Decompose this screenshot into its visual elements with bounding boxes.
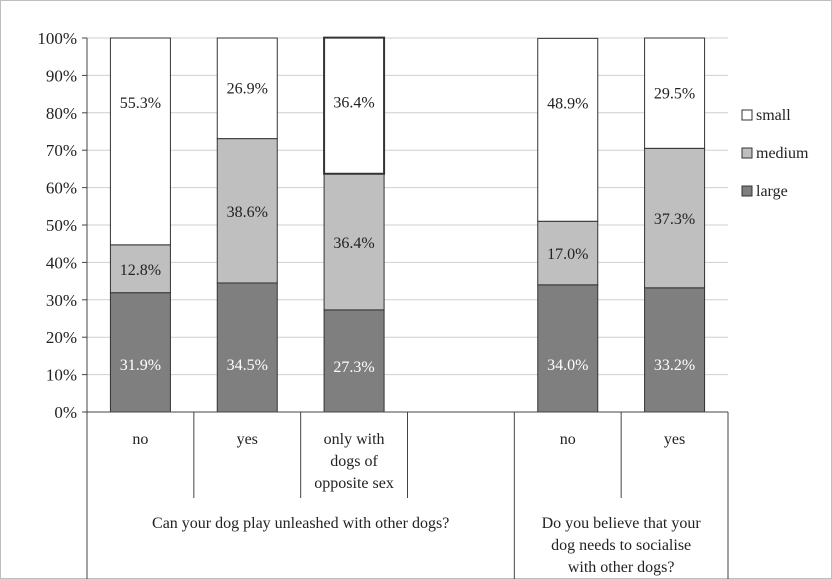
data-label-large: 31.9% xyxy=(120,357,161,374)
bar-segment-large xyxy=(537,284,599,413)
bar-segment-medium xyxy=(323,173,385,311)
group-label: Can your dog play unleashed with other d… xyxy=(152,515,449,532)
bar-segment-large xyxy=(216,282,278,413)
data-label-small: 26.9% xyxy=(227,80,268,97)
y-tick-label: 50% xyxy=(46,216,77,235)
category-label: no xyxy=(132,431,148,448)
data-label-large: 33.2% xyxy=(654,357,695,374)
legend-swatch-small xyxy=(741,109,753,121)
gridlines xyxy=(87,37,728,376)
category-labels: no yes only with dogs of opposite sex no yes Ca… xyxy=(132,431,701,576)
group-label: Do you believe that your xyxy=(542,515,702,532)
bar-segment-medium xyxy=(109,244,171,294)
category-label: yes xyxy=(237,431,258,448)
data-label-medium: 12.8% xyxy=(120,262,161,279)
y-tick-label: 80% xyxy=(46,104,77,123)
bar-segment-large xyxy=(644,287,706,413)
y-tick-label: 100% xyxy=(37,29,77,48)
data-label-large: 27.3% xyxy=(333,359,374,376)
bar-segment-large xyxy=(109,292,171,413)
legend-swatch-large xyxy=(741,185,753,197)
legend: small medium large xyxy=(741,107,809,200)
group-label: dog needs to socialise xyxy=(551,537,691,554)
data-label-medium: 37.3% xyxy=(654,211,695,228)
legend-label-medium: medium xyxy=(756,145,809,162)
bar-segment-medium xyxy=(537,220,599,286)
legend-label-small: small xyxy=(756,107,791,124)
group-label: with other dogs? xyxy=(568,559,675,576)
data-label-large: 34.5% xyxy=(227,357,268,374)
data-label-small: 55.3% xyxy=(120,95,161,112)
bar-segment-small xyxy=(323,36,386,175)
y-tick-label: 20% xyxy=(46,328,77,347)
data-label-medium: 17.0% xyxy=(547,246,588,263)
bar-segment-small xyxy=(109,37,171,246)
legend-swatch-medium xyxy=(741,147,753,159)
data-labels: 31.9% 12.8% 55.3% 34.5% 38.6% 26.9% 27.3% 36.4%… xyxy=(120,80,695,376)
data-label-medium: 36.4% xyxy=(333,235,374,252)
bar-segment-small xyxy=(644,37,706,149)
axes xyxy=(82,37,729,579)
bar-segment-small xyxy=(537,37,599,222)
category-label: only with xyxy=(324,431,385,448)
bars xyxy=(109,36,706,413)
legend-label-large: large xyxy=(756,183,788,200)
category-label: opposite sex xyxy=(314,475,394,492)
y-tick-label: 40% xyxy=(46,253,77,272)
category-label: no xyxy=(560,431,576,448)
y-tick-label: 30% xyxy=(46,291,77,310)
bar-segment-large xyxy=(323,309,385,413)
y-tick-label: 90% xyxy=(46,66,77,85)
category-label: yes xyxy=(664,431,685,448)
data-label-small: 36.4% xyxy=(333,95,374,112)
y-tick-label: 70% xyxy=(46,141,77,160)
data-label-small: 48.9% xyxy=(547,95,588,112)
bar-segment-small xyxy=(216,37,278,140)
data-label-large: 34.0% xyxy=(547,357,588,374)
y-tick-label: 60% xyxy=(46,179,77,198)
y-tick-label: 10% xyxy=(46,366,77,385)
data-label-medium: 38.6% xyxy=(227,204,268,221)
bar-segment-medium xyxy=(216,138,278,284)
category-label: dogs of xyxy=(330,453,378,470)
y-tick-labels: 0% 10% 20% 30% 40% 50% 60% 70% 80% 90% 100% xyxy=(37,29,77,422)
data-label-small: 29.5% xyxy=(654,86,695,103)
y-tick-label: 0% xyxy=(54,403,77,422)
